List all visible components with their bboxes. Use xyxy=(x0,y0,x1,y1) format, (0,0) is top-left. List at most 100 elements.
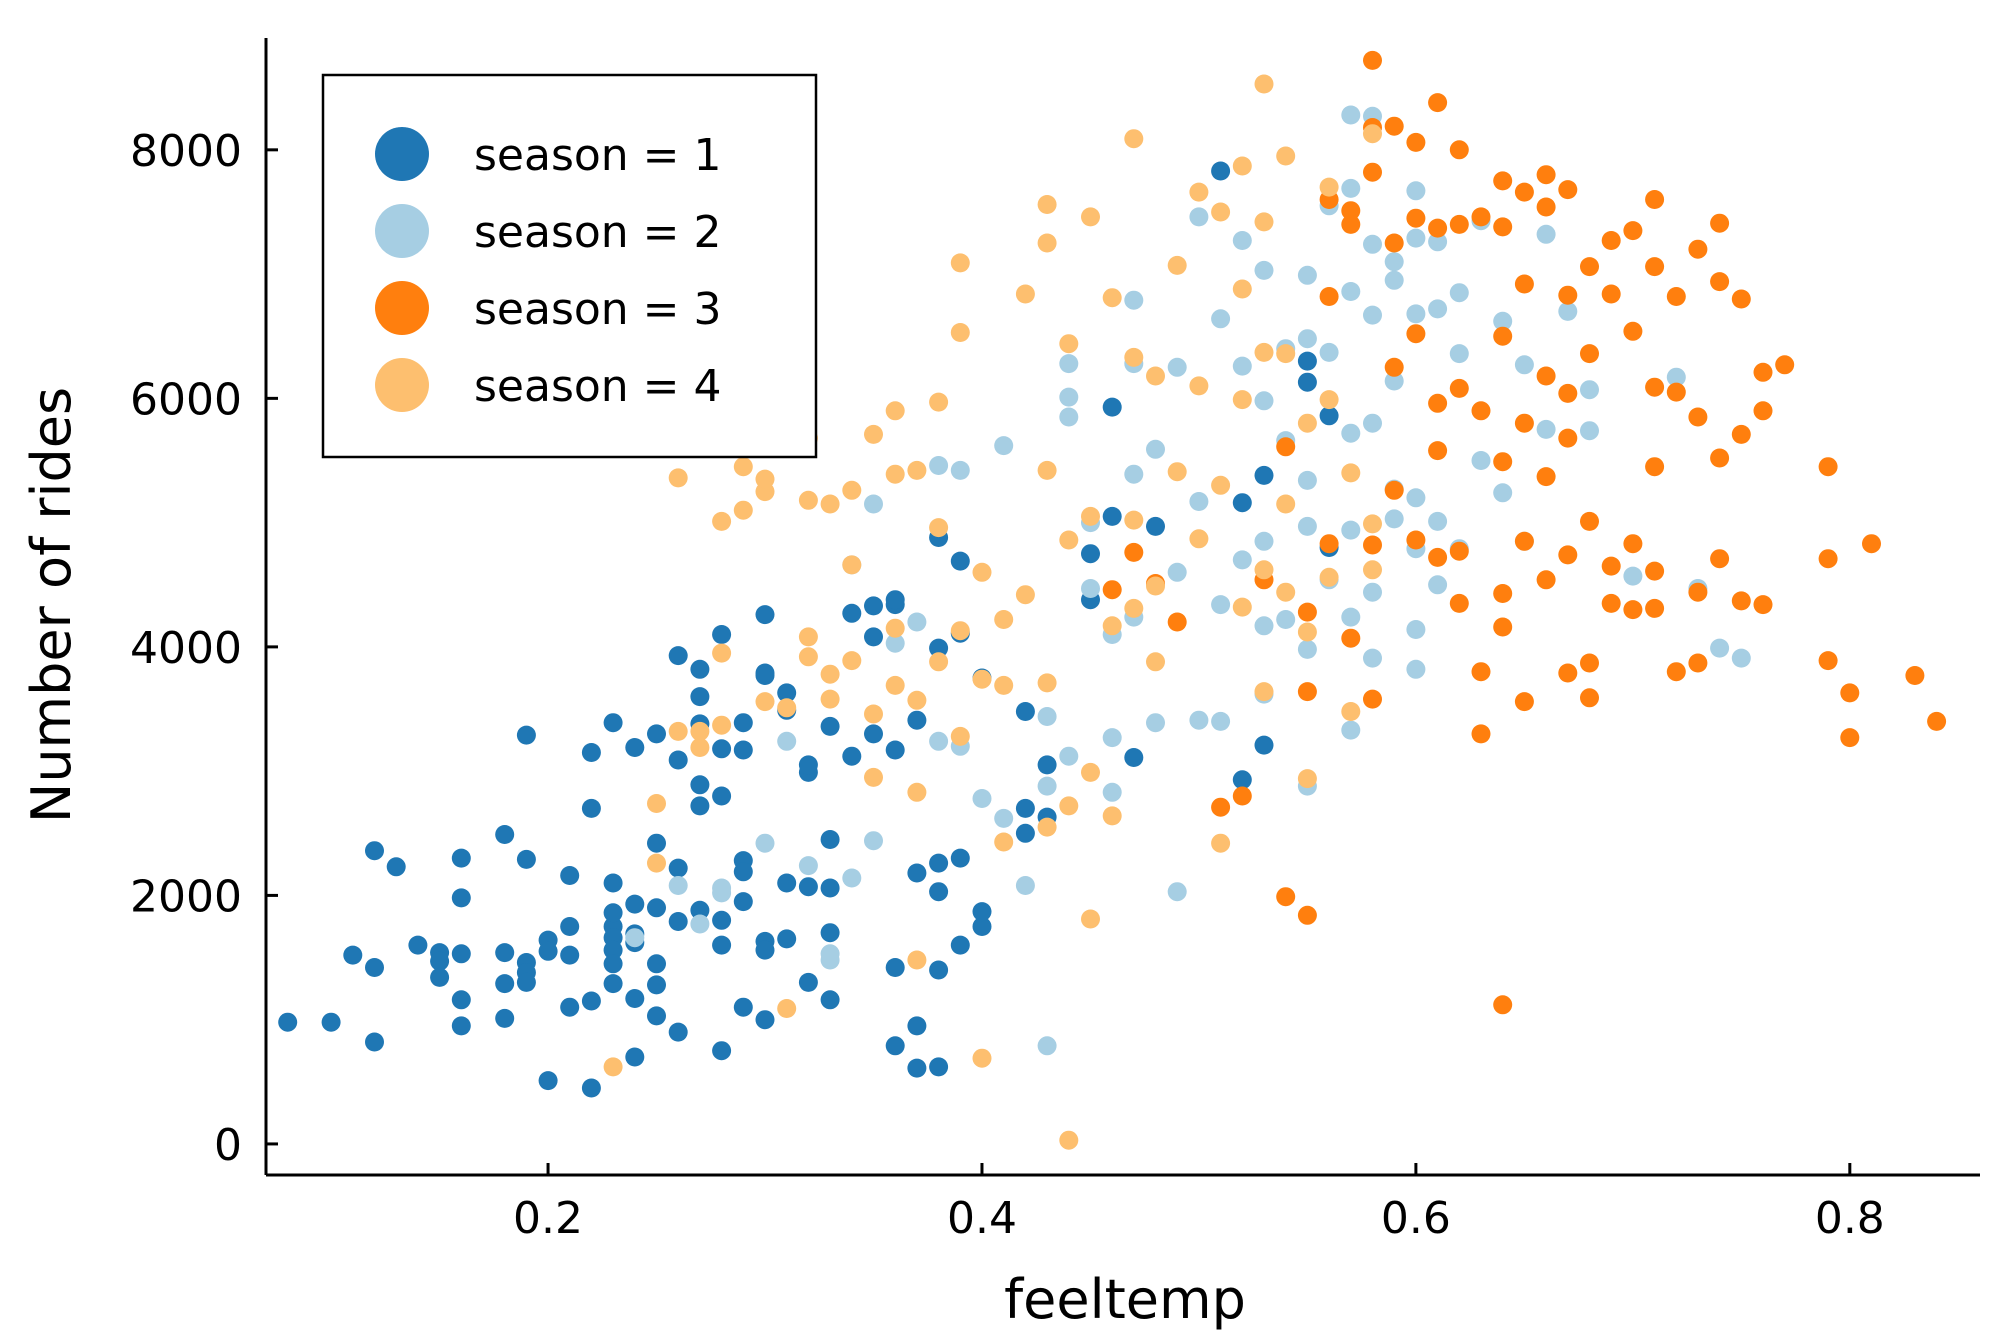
data-point xyxy=(581,991,601,1011)
data-point xyxy=(690,796,710,816)
data-point xyxy=(1037,707,1057,726)
data-point xyxy=(1363,162,1382,182)
data-point xyxy=(712,625,732,644)
data-point xyxy=(1384,509,1404,529)
data-point xyxy=(1493,311,1513,331)
data-point xyxy=(755,666,775,685)
data-point xyxy=(1493,584,1513,603)
data-point xyxy=(1254,260,1274,280)
data-point xyxy=(1428,299,1448,319)
data-point xyxy=(1471,724,1491,744)
data-point xyxy=(885,590,905,610)
data-point xyxy=(603,1057,623,1077)
data-point xyxy=(1015,876,1035,895)
data-point xyxy=(516,849,536,869)
data-point xyxy=(1580,688,1599,708)
data-point xyxy=(1428,441,1448,461)
data-point xyxy=(625,989,645,1008)
data-point xyxy=(1645,561,1665,581)
data-point xyxy=(1124,542,1144,562)
data-point xyxy=(690,900,710,920)
data-point xyxy=(690,738,710,757)
data-point xyxy=(1645,377,1665,397)
data-point xyxy=(1102,616,1122,636)
data-point xyxy=(950,726,970,746)
data-point xyxy=(733,997,753,1017)
data-point xyxy=(365,841,384,861)
data-point xyxy=(1449,140,1469,160)
data-point xyxy=(972,562,992,582)
data-point xyxy=(1428,575,1448,595)
data-point xyxy=(907,710,927,730)
y-tick-label: 6000 xyxy=(130,374,242,425)
data-point xyxy=(1341,423,1361,443)
data-point xyxy=(1167,357,1187,377)
data-point xyxy=(864,831,883,851)
data-point xyxy=(950,621,970,641)
data-point xyxy=(1276,437,1296,457)
data-point xyxy=(1580,653,1599,673)
data-point xyxy=(1232,356,1252,376)
data-point xyxy=(1254,465,1274,485)
data-point xyxy=(1731,648,1751,668)
data-point xyxy=(1297,602,1317,622)
data-point xyxy=(1840,683,1860,703)
data-point xyxy=(929,882,949,902)
data-point xyxy=(1753,362,1773,382)
data-point xyxy=(1384,371,1404,391)
data-point xyxy=(668,468,688,488)
data-point xyxy=(668,721,688,741)
data-point xyxy=(907,863,927,883)
data-point xyxy=(1341,720,1361,740)
data-point xyxy=(1319,390,1339,410)
data-point xyxy=(929,731,949,751)
data-point xyxy=(1254,531,1274,551)
data-point xyxy=(1363,514,1382,534)
data-point xyxy=(777,929,797,949)
data-point xyxy=(755,833,775,853)
series-4 xyxy=(603,74,1382,1150)
data-point xyxy=(1059,746,1079,766)
x-tick-label: 0.4 xyxy=(947,1193,1017,1244)
data-point xyxy=(1363,560,1382,580)
data-point xyxy=(516,725,536,745)
data-point xyxy=(1211,475,1231,495)
data-point xyxy=(1558,301,1578,321)
data-point xyxy=(1211,833,1231,853)
data-point xyxy=(1102,806,1122,826)
data-point xyxy=(451,990,471,1010)
data-point xyxy=(408,935,428,955)
data-point xyxy=(1623,600,1643,620)
data-point xyxy=(885,740,905,760)
data-point xyxy=(1406,132,1426,152)
data-point xyxy=(1710,213,1730,233)
data-point xyxy=(647,853,666,873)
data-point xyxy=(1688,239,1708,259)
x-tick-label: 0.6 xyxy=(1381,1193,1451,1244)
data-point xyxy=(1015,798,1035,818)
data-point xyxy=(994,832,1014,852)
data-point xyxy=(538,1071,558,1091)
data-point xyxy=(1384,270,1404,290)
data-point xyxy=(1189,376,1209,396)
data-point xyxy=(365,1032,384,1052)
data-point xyxy=(603,974,623,994)
data-point xyxy=(1297,905,1317,925)
data-point xyxy=(1211,711,1231,731)
data-point xyxy=(1514,274,1534,294)
data-point xyxy=(668,646,688,666)
data-point xyxy=(1818,457,1838,477)
data-point xyxy=(1276,344,1296,364)
data-point xyxy=(1319,567,1339,587)
data-point xyxy=(1232,390,1252,410)
data-point xyxy=(820,494,840,514)
data-point xyxy=(929,960,949,980)
x-axis-title: feeltemp xyxy=(1004,1268,1246,1331)
data-point xyxy=(1037,755,1057,775)
data-point xyxy=(1536,197,1556,217)
data-point xyxy=(1059,334,1079,354)
data-point xyxy=(885,464,905,484)
data-point xyxy=(712,643,732,663)
data-point xyxy=(1319,177,1339,197)
data-point xyxy=(972,1048,992,1068)
